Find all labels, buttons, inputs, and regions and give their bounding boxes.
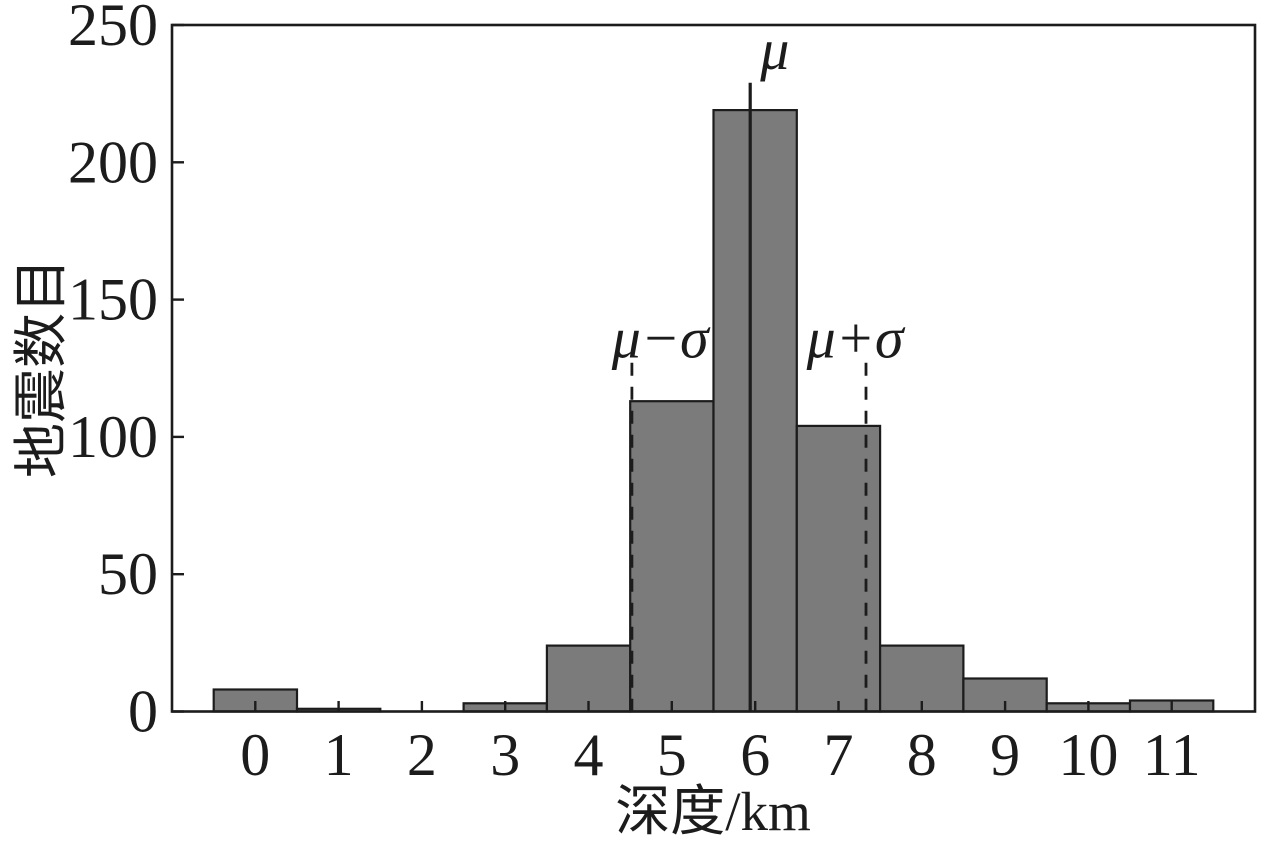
x-tick-label-8: 8 (907, 722, 937, 788)
bars (212, 108, 1215, 713)
mu-minus-sigma-label: μ−σ (611, 305, 711, 370)
x-tick-label-10: 10 (1058, 722, 1118, 788)
y-tick-label-50: 50 (98, 541, 158, 607)
mu-plus-sigma-label: μ+σ (806, 305, 906, 370)
y-axis-ticks (172, 23, 184, 713)
x-tick-label-4: 4 (574, 722, 604, 788)
x-tick-label-6: 6 (740, 722, 770, 788)
y-tick-label-100: 100 (68, 404, 158, 470)
bar-depth-8 (878, 644, 965, 713)
x-tick-label-2: 2 (407, 722, 437, 788)
stat-lines (630, 82, 868, 712)
x-axis-ticks (254, 701, 1173, 712)
bar-depth-7 (795, 424, 882, 713)
y-tick-label-250: 250 (68, 0, 158, 58)
plot-frame (170, 23, 1257, 713)
x-tick-label-9: 9 (990, 722, 1020, 788)
y-tick-label-200: 200 (68, 129, 158, 195)
x-tick-label-0: 0 (240, 722, 270, 788)
y-axis-tick-labels: 0 50 100 150 200 250 (68, 0, 158, 745)
x-tick-label-1: 1 (324, 722, 354, 788)
stat-labels: μ μ−σ μ+σ (611, 17, 906, 370)
x-axis-label: 深度/km (615, 781, 811, 842)
y-tick-label-150: 150 (68, 267, 158, 333)
x-tick-label-11: 11 (1143, 722, 1201, 788)
x-axis-tick-labels: 0 1 2 3 4 5 6 7 8 9 10 11 (240, 722, 1200, 788)
bar-depth-5 (629, 400, 715, 713)
x-tick-label-7: 7 (824, 722, 854, 788)
mu-label: μ (759, 17, 789, 82)
y-axis-label: 地震数目 (11, 258, 72, 478)
bar-depth-6 (712, 108, 798, 713)
y-tick-label-0: 0 (128, 679, 158, 745)
x-tick-label-3: 3 (490, 722, 520, 788)
x-tick-label-5: 5 (657, 722, 687, 788)
